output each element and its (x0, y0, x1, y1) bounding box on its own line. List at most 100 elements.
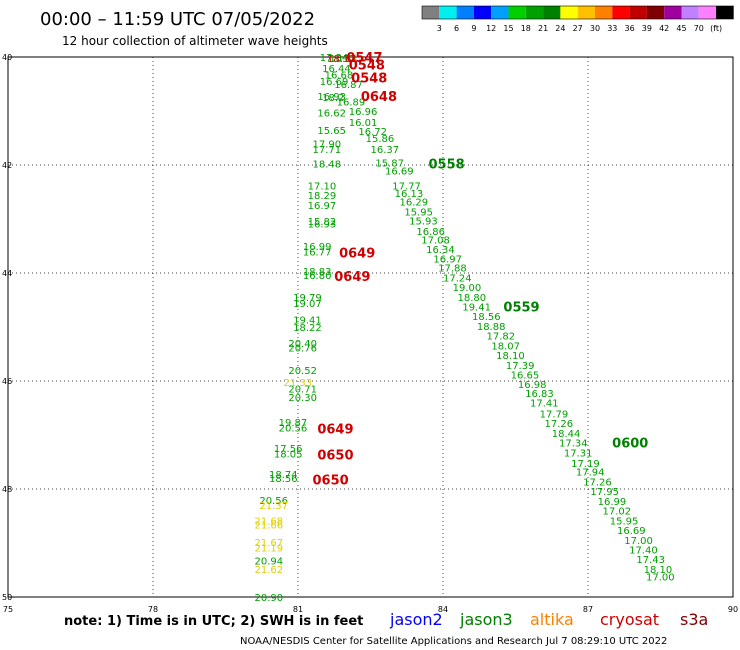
swh-value-label: 17.94 (576, 468, 605, 479)
plot-grid (8, 57, 733, 597)
swh-value-label: 15.82 (308, 217, 337, 228)
legend-entry: cryosat (600, 610, 659, 629)
pass-time-label: 0650 (313, 473, 349, 488)
pass-time-label: 0649 (317, 423, 353, 438)
swh-value-label: 20.56 (259, 496, 288, 507)
swh-value-label: 21.33 (284, 378, 313, 389)
pass-time-label: 0558 (429, 157, 465, 172)
swh-value-label: 21.68 (255, 516, 284, 527)
swh-value-label: 16.65 (511, 371, 540, 382)
swh-value-label: 17.77 (392, 182, 421, 193)
swh-value-label: 16.69 (617, 526, 646, 537)
swh-value-label: 17.00 (624, 536, 653, 547)
swh-value-label: 20.71 (288, 385, 317, 396)
y-tick-label: 46 (2, 377, 12, 386)
pass-time-label: 0559 (503, 300, 539, 315)
swh-value-label: 20.76 (288, 344, 317, 355)
pass-time-label: 0547 (346, 51, 382, 66)
colorbar-swatch (439, 6, 457, 19)
y-tick-label: 42 (2, 161, 12, 170)
swh-value-label: 17.00 (646, 572, 675, 583)
colorbar-swatch (629, 6, 647, 19)
colorbar-swatch (612, 6, 630, 19)
wave-height-labels: 17.3416.8116.4416.6816.6916.8716.9318.21… (255, 53, 675, 604)
swh-value-label: 16.37 (371, 145, 400, 156)
y-tick-label: 50 (2, 593, 12, 602)
pass-time-label: 0548 (351, 72, 387, 87)
legend-entry: s3a (680, 610, 708, 629)
colorbar-swatch (525, 6, 544, 19)
legend-entry: altika (530, 610, 574, 629)
swh-value-label: 16.72 (358, 127, 387, 138)
colorbar-label: 18 (521, 24, 531, 33)
swh-value-label: 17.34 (320, 53, 349, 64)
colorbar-label: 33 (607, 24, 617, 33)
pass-time-label: 0649 (339, 246, 375, 261)
swh-value-label: 17.19 (571, 459, 600, 470)
swh-value-label: 17.43 (636, 555, 665, 566)
colorbar-swatch (422, 6, 440, 19)
swh-value-label: 17.26 (545, 419, 574, 430)
colorbar-label: (ft) (710, 24, 722, 33)
x-tick-label: 78 (148, 605, 158, 614)
swh-value-label: 21.19 (255, 543, 284, 554)
units-note: note: 1) Time is in UTC; 2) SWH is in fe… (64, 614, 363, 629)
swh-value-label: 15.95 (404, 207, 433, 218)
swh-value-label: 16.99 (303, 242, 332, 253)
swh-value-label: 19.79 (293, 293, 322, 304)
colorbar-label: 6 (454, 24, 459, 33)
colorbar-label: 9 (471, 24, 476, 33)
colorbar-swatch (646, 6, 665, 19)
y-tick-label: 48 (2, 485, 12, 494)
swh-value-label: 16.97 (433, 254, 462, 265)
swh-value-label: 16.99 (598, 497, 627, 508)
swh-value-label: 21.66 (255, 521, 284, 532)
swh-value-label: 16.62 (317, 109, 346, 120)
swh-value-label: 18.29 (308, 191, 337, 202)
swh-value-label: 16.80 (303, 271, 332, 282)
colorbar: 3 6 9 12 15 18 21 24 27 30 33 36 39 42 45 70 (ft) (421, 5, 734, 33)
mission-legend: jason2 jason3 altika cryosat s3a (389, 610, 708, 629)
swh-value-label: 17.02 (603, 507, 632, 518)
swh-value-label: 16.01 (349, 118, 378, 129)
swh-value-label: 16.96 (349, 107, 378, 118)
swh-value-label: 18.07 (491, 341, 520, 352)
swh-value-label: 16.29 (400, 198, 429, 209)
colorbar-swatch (716, 6, 734, 19)
swh-value-label: 19.07 (293, 299, 322, 310)
swh-value-label: 21.62 (255, 565, 284, 576)
swh-value-label: 18.22 (293, 323, 322, 334)
chart-subtitle: 12 hour collection of altimeter wave hei… (62, 34, 328, 48)
swh-value-label: 20.94 (255, 556, 284, 567)
swh-value-label: 17.79 (540, 409, 569, 420)
swh-value-label: 17.71 (313, 145, 342, 156)
swh-value-label: 17.26 (583, 477, 612, 488)
swh-value-label: 18.56 (269, 474, 298, 485)
swh-value-label: 15.93 (409, 217, 438, 228)
swh-value-label: 16.98 (518, 380, 547, 391)
swh-value-label: 16.97 (308, 201, 337, 212)
swh-value-label: 16.69 (385, 166, 414, 177)
colorbar-label: 15 (503, 24, 513, 33)
colorbar-label: 24 (555, 24, 565, 33)
colorbar-label: 27 (573, 24, 583, 33)
swh-value-label: 21.67 (255, 538, 284, 549)
x-tick-label: 75 (3, 605, 13, 614)
swh-value-label: 18.83 (303, 267, 332, 278)
colorbar-label: 12 (486, 24, 496, 33)
pass-time-label: 0648 (361, 90, 397, 105)
pass-time-label: 0649 (334, 270, 370, 285)
swh-value-label: 16.83 (525, 389, 554, 400)
swh-value-label: 16.13 (395, 189, 424, 200)
plot-frame (7, 56, 734, 598)
swh-value-label: 17.34 (559, 439, 588, 450)
colorbar-swatch (681, 6, 699, 19)
swh-value-label: 18.88 (477, 322, 506, 333)
swh-value-label: 17.56 (274, 444, 303, 455)
swh-value-label: 16.69 (320, 77, 349, 88)
colorbar-label: 21 (538, 24, 548, 33)
swh-value-label: 16.77 (303, 247, 332, 258)
swh-value-label: 18.48 (313, 159, 342, 170)
swh-value-label: 16.86 (416, 227, 445, 238)
